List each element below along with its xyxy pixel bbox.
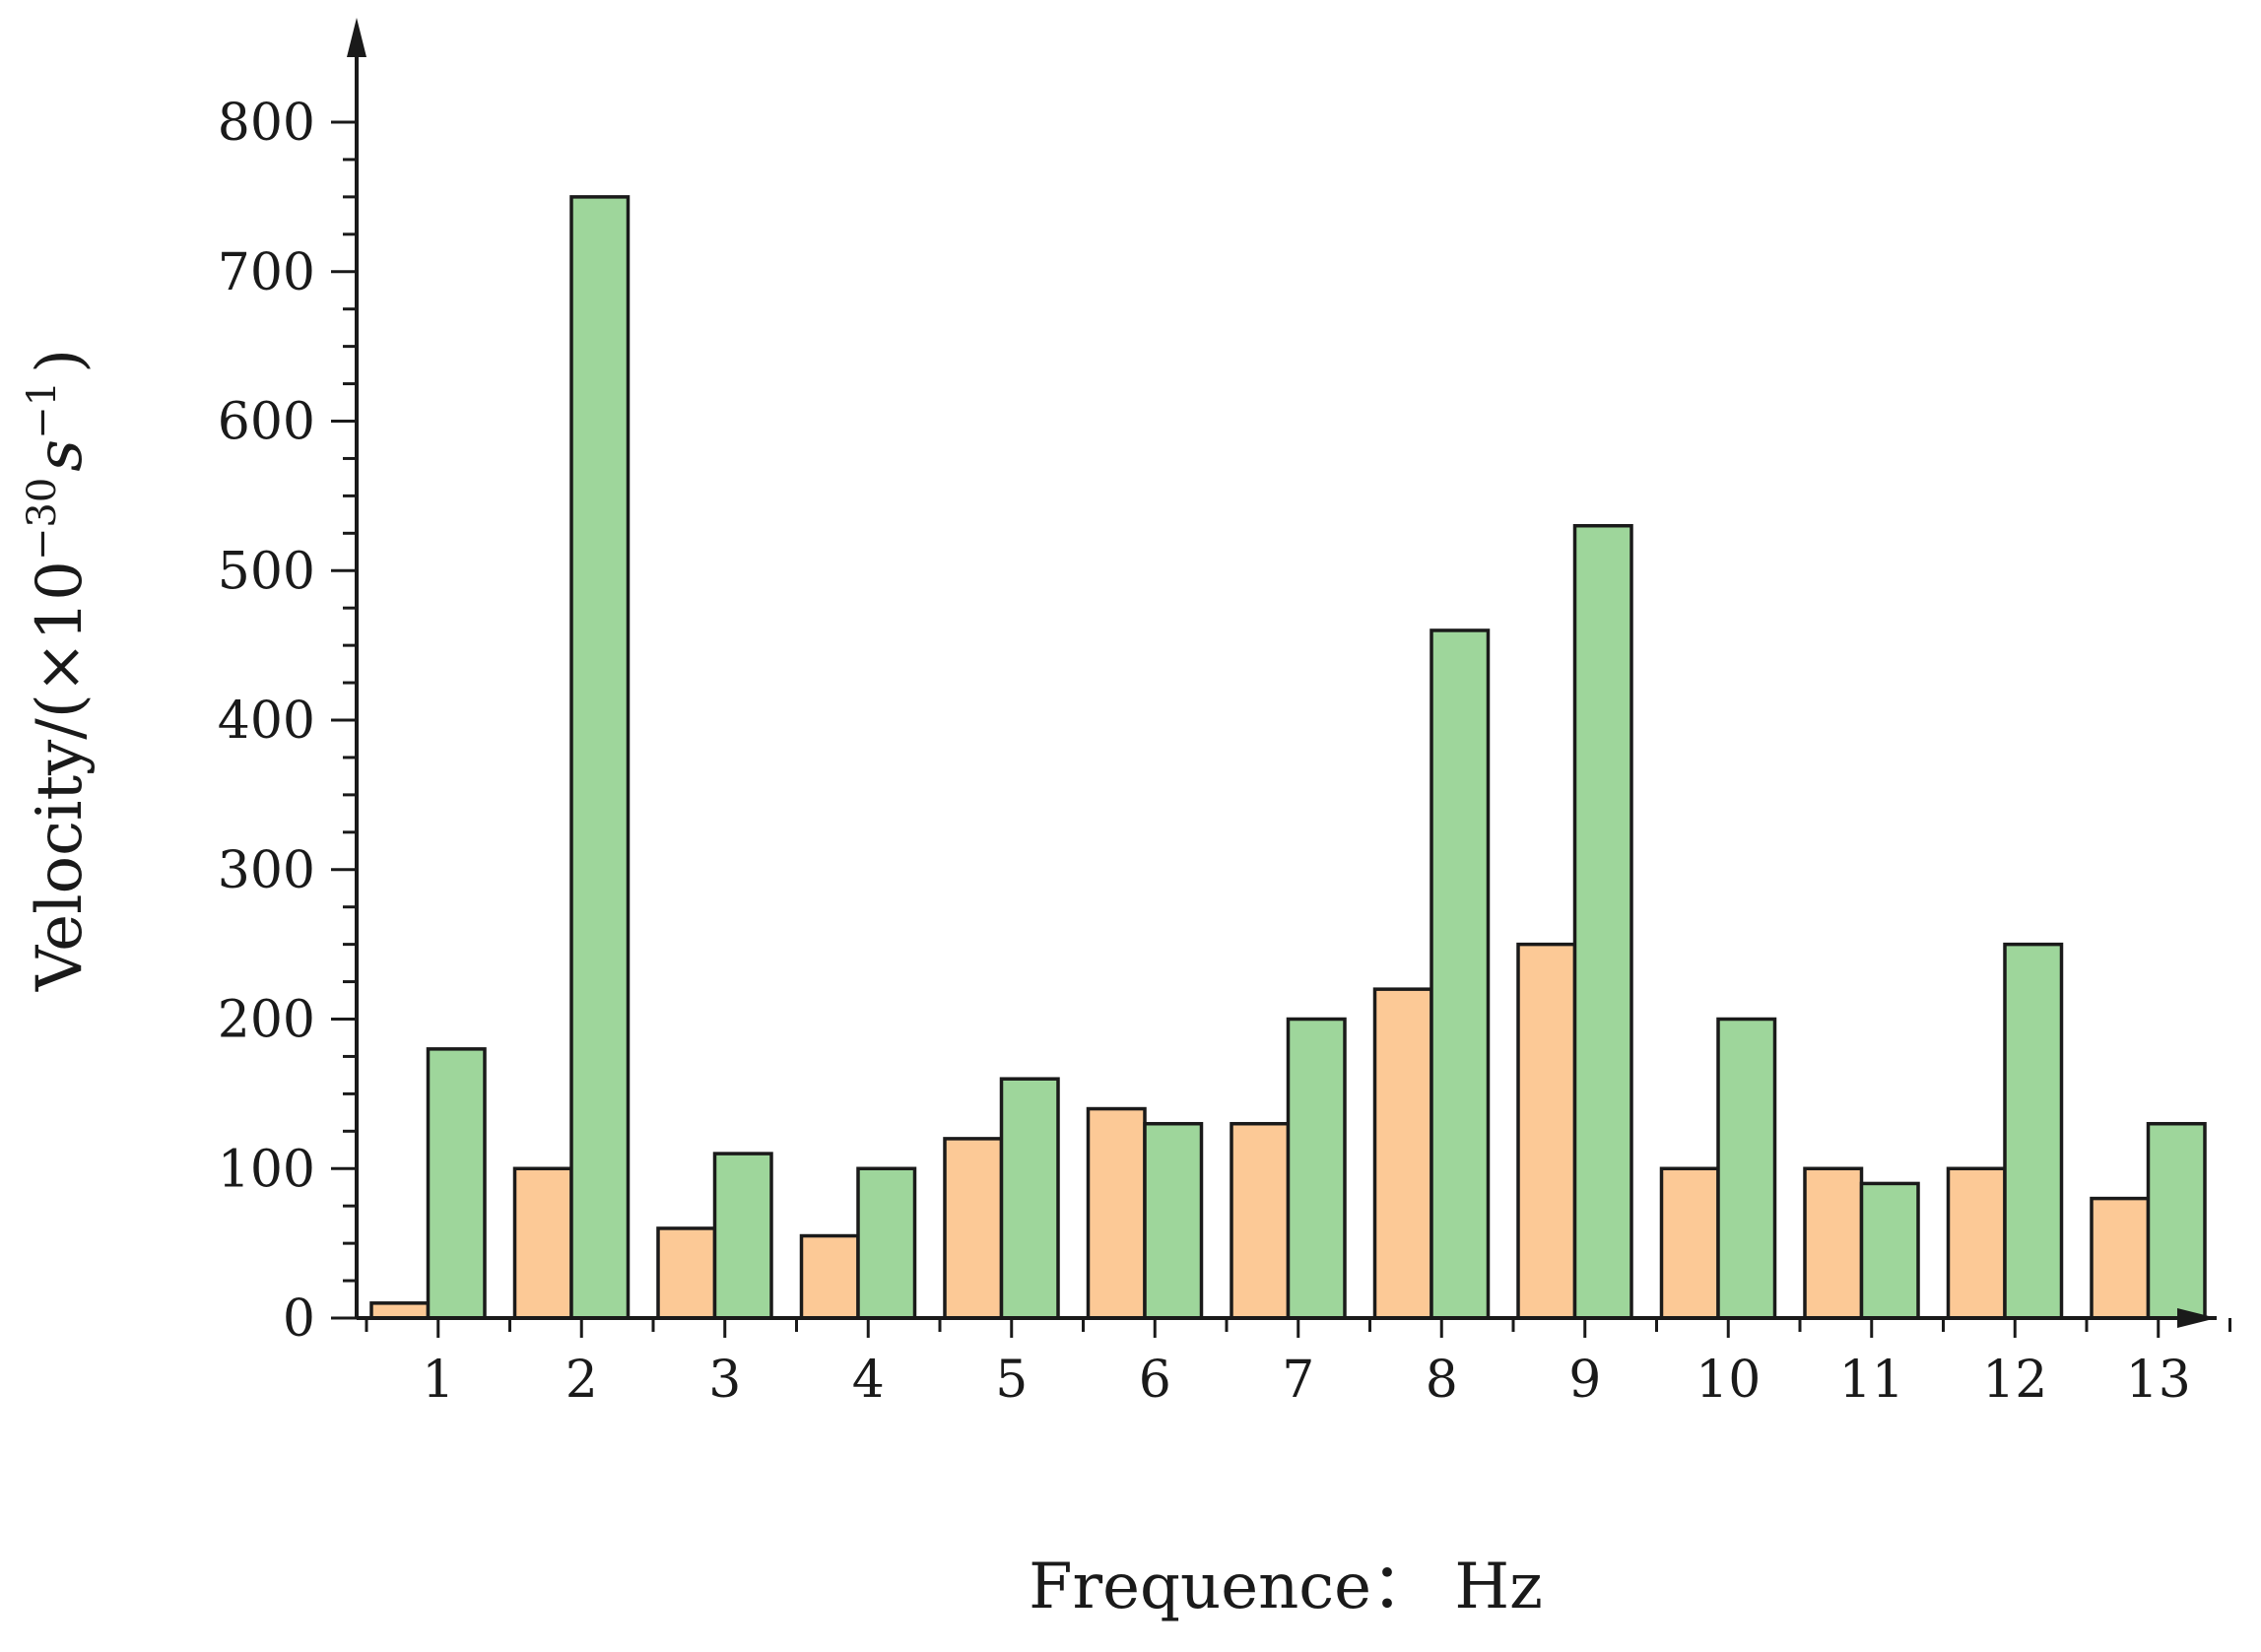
bar-series1-category-1 xyxy=(369,1301,431,1320)
x-axis-label: Frequence： Hz xyxy=(1029,1551,1543,1623)
x-tick-label-13: 13 xyxy=(2126,1351,2191,1410)
y-tick-label-0: 0 xyxy=(283,1289,315,1349)
y-tick-label-300: 300 xyxy=(218,841,315,900)
y-axis-label-prefix: Velocity/(×10 xyxy=(24,561,97,992)
y-axis-label-unit: s xyxy=(24,439,97,472)
bar-series1-category-6 xyxy=(1086,1106,1147,1320)
x-tick-label-11: 11 xyxy=(1839,1351,1904,1410)
axes-layer xyxy=(347,18,2217,1328)
y-tick-label-500: 500 xyxy=(218,542,315,601)
bar-series2-category-3 xyxy=(712,1152,773,1320)
bar-series2-category-4 xyxy=(856,1166,917,1320)
x-tick-label-4: 4 xyxy=(852,1351,885,1410)
bar-series1-category-11 xyxy=(1803,1166,1864,1320)
x-tick-label-1: 1 xyxy=(422,1351,454,1410)
bar-series2-category-1 xyxy=(426,1047,487,1320)
bar-series2-category-2 xyxy=(569,195,631,1320)
bar-series1-category-4 xyxy=(799,1233,860,1320)
bar-series1-category-7 xyxy=(1230,1121,1291,1320)
bar-series2-category-12 xyxy=(2003,942,2064,1320)
bar-series2-category-6 xyxy=(1143,1121,1204,1320)
x-tick-label-3: 3 xyxy=(708,1351,741,1410)
x-tick-label-9: 9 xyxy=(1568,1351,1601,1410)
y-axis-label-exponent-2: −1 xyxy=(20,381,65,439)
y-tick-label-400: 400 xyxy=(218,692,315,751)
y-tick-label-700: 700 xyxy=(218,243,315,302)
bar-series2-category-13 xyxy=(2146,1121,2207,1320)
y-tick-label-200: 200 xyxy=(218,991,315,1050)
x-axis-arrow-icon xyxy=(2177,1308,2217,1328)
bar-series1-category-9 xyxy=(1516,942,1577,1320)
y-tick-label-600: 600 xyxy=(218,393,315,452)
x-tick-label-5: 5 xyxy=(995,1351,1028,1410)
bar-series2-category-5 xyxy=(999,1077,1060,1320)
x-tick-label-7: 7 xyxy=(1282,1351,1314,1410)
bars-layer xyxy=(369,195,2207,1320)
y-tick-label-100: 100 xyxy=(218,1140,315,1199)
y-axis-label-exponent-1: −30 xyxy=(20,478,65,561)
bar-series1-category-5 xyxy=(943,1137,1004,1320)
bar-series1-category-8 xyxy=(1372,987,1433,1320)
bar-series2-category-9 xyxy=(1572,523,1633,1320)
bar-series2-category-11 xyxy=(1859,1181,1920,1320)
x-tick-label-6: 6 xyxy=(1139,1351,1171,1410)
bar-series1-category-13 xyxy=(2090,1196,2151,1320)
x-tick-label-12: 12 xyxy=(1982,1351,2047,1410)
y-axis-label-suffix: ) xyxy=(24,349,97,373)
bar-series1-category-12 xyxy=(1946,1166,2007,1320)
y-axis-arrow-icon xyxy=(347,18,366,57)
bar-series1-category-2 xyxy=(512,1166,573,1320)
bar-series2-category-10 xyxy=(1716,1017,1777,1320)
x-tick-label-10: 10 xyxy=(1696,1351,1761,1410)
bar-series1-category-10 xyxy=(1659,1166,1720,1320)
y-axis-label: Velocity/(×10−30 s−1) xyxy=(20,349,97,992)
y-tick-label-800: 800 xyxy=(218,94,315,153)
x-tick-label-8: 8 xyxy=(1426,1351,1458,1410)
bar-series2-category-8 xyxy=(1430,628,1491,1320)
bar-series1-category-3 xyxy=(656,1226,717,1320)
x-tick-label-2: 2 xyxy=(565,1351,598,1410)
bar-series2-category-7 xyxy=(1286,1017,1347,1320)
